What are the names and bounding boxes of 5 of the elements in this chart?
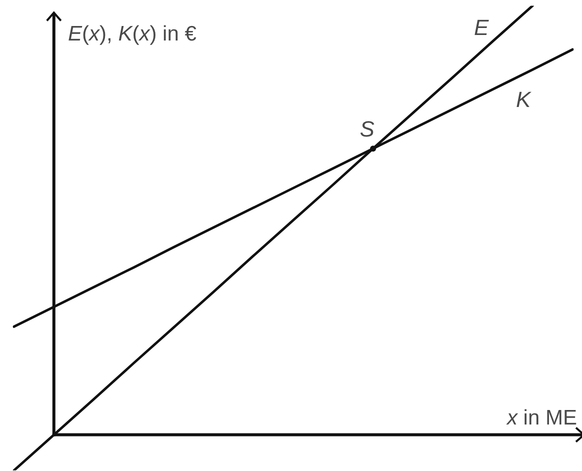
text: E(x), K(x) in € bbox=[68, 22, 196, 46]
x-axis-title: x in ME bbox=[506, 406, 577, 430]
annotation: S bbox=[360, 116, 375, 142]
series-label: K bbox=[516, 87, 532, 112]
series-label: E bbox=[474, 14, 490, 40]
